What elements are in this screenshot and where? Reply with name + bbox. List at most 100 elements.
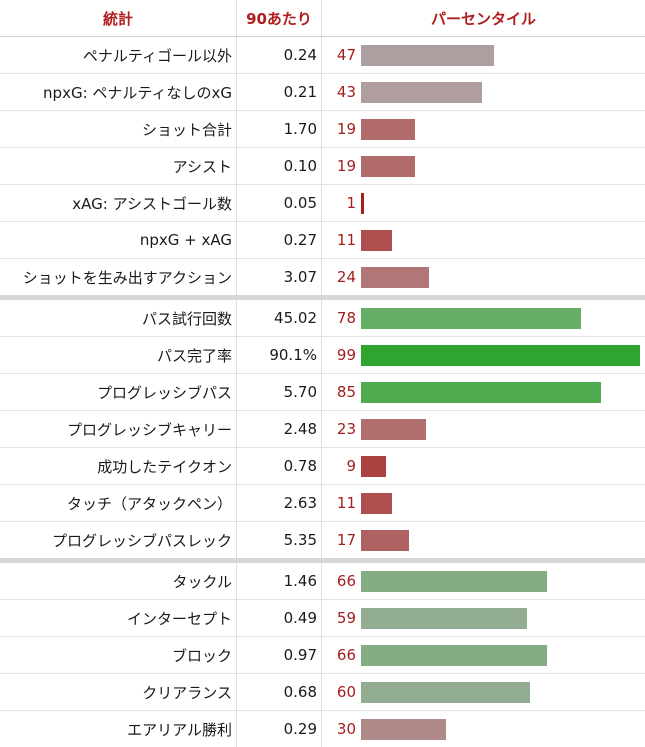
stat-label: ショットを生み出すアクション bbox=[22, 268, 232, 287]
percentile-bar bbox=[361, 382, 601, 403]
table-row: パス完了率 90.1% 99 bbox=[0, 337, 645, 374]
table-row: パス試行回数 45.02 78 bbox=[0, 300, 645, 337]
table-row: 成功したテイクオン 0.78 9 bbox=[0, 448, 645, 485]
percentile-value: 1 bbox=[346, 194, 356, 212]
per90-value: 2.48 bbox=[236, 411, 322, 447]
table-row: npxG: ペナルティなしのxG 0.21 43 bbox=[0, 74, 645, 111]
per90-value: 0.68 bbox=[236, 674, 322, 710]
percentile-value: 9 bbox=[346, 457, 356, 475]
per90-value: 2.63 bbox=[236, 485, 322, 521]
percentile-value: 60 bbox=[336, 683, 356, 701]
stat-label: エアリアル勝利 bbox=[127, 720, 232, 739]
per90-value: 0.27 bbox=[236, 222, 322, 258]
per90-value: 0.10 bbox=[236, 148, 322, 184]
table-row: ブロック 0.97 66 bbox=[0, 637, 645, 674]
percentile-value: 59 bbox=[336, 609, 356, 627]
table-row: npxG + xAG 0.27 11 bbox=[0, 222, 645, 259]
stat-label: クリアランス bbox=[142, 683, 232, 702]
table-row: エアリアル勝利 0.29 30 bbox=[0, 711, 645, 747]
percentile-bar bbox=[361, 267, 429, 288]
percentile-cell: 66 bbox=[322, 563, 645, 599]
table-row: ショットを生み出すアクション 3.07 24 bbox=[0, 259, 645, 295]
percentile-value: 66 bbox=[336, 646, 356, 664]
percentile-value: 17 bbox=[336, 531, 356, 549]
percentile-value: 66 bbox=[336, 572, 356, 590]
percentile-bar bbox=[361, 345, 640, 366]
stat-label: アシスト bbox=[172, 157, 232, 176]
percentile-bar bbox=[361, 119, 415, 140]
percentile-cell: 99 bbox=[322, 337, 645, 373]
table-row: タッチ（アタックペン） 2.63 11 bbox=[0, 485, 645, 522]
percentile-cell: 59 bbox=[322, 600, 645, 636]
table-row: プログレッシブパスレック 5.35 17 bbox=[0, 522, 645, 558]
percentile-value: 47 bbox=[336, 46, 356, 64]
percentile-value: 78 bbox=[336, 309, 356, 327]
percentile-value: 30 bbox=[336, 720, 356, 738]
percentile-cell: 66 bbox=[322, 637, 645, 673]
stat-label: パス試行回数 bbox=[141, 309, 232, 328]
percentile-value: 19 bbox=[336, 120, 356, 138]
percentile-bar bbox=[361, 530, 409, 551]
percentile-cell: 43 bbox=[322, 74, 645, 110]
per90-value: 3.07 bbox=[236, 259, 322, 295]
percentile-bar bbox=[361, 571, 547, 592]
percentile-value: 19 bbox=[336, 157, 356, 175]
percentile-value: 43 bbox=[336, 83, 356, 101]
percentile-bar bbox=[361, 608, 527, 629]
percentile-cell: 24 bbox=[322, 259, 645, 295]
table-row: プログレッシブパス 5.70 85 bbox=[0, 374, 645, 411]
stat-label: npxG: ペナルティなしのxG bbox=[43, 83, 232, 102]
table-row: xAG: アシストゴール数 0.05 1 bbox=[0, 185, 645, 222]
header-per90: 90あたり bbox=[236, 0, 322, 36]
per90-value: 0.97 bbox=[236, 637, 322, 673]
per90-value: 5.35 bbox=[236, 522, 322, 558]
stat-label: ブロック bbox=[171, 646, 232, 665]
percentile-bar bbox=[361, 645, 547, 666]
percentile-value: 11 bbox=[336, 231, 356, 249]
stat-label: 成功したテイクオン bbox=[97, 457, 232, 476]
percentile-cell: 47 bbox=[322, 37, 645, 73]
percentile-bar bbox=[361, 308, 581, 329]
percentile-cell: 17 bbox=[322, 522, 645, 558]
percentile-cell: 23 bbox=[322, 411, 645, 447]
percentile-cell: 11 bbox=[322, 222, 645, 258]
header-stat: 統計 bbox=[102, 9, 133, 28]
percentile-bar bbox=[361, 193, 364, 214]
per90-value: 1.46 bbox=[236, 563, 322, 599]
table-row: インターセプト 0.49 59 bbox=[0, 600, 645, 637]
table-header: 統計 90あたり パーセンタイル bbox=[0, 0, 645, 37]
stat-label: プログレッシブパス bbox=[96, 383, 232, 402]
percentile-bar bbox=[361, 493, 392, 514]
per90-value: 0.24 bbox=[236, 37, 322, 73]
stat-label: ショット合計 bbox=[141, 120, 232, 139]
stat-label: ペナルティゴール以外 bbox=[82, 46, 232, 65]
percentile-bar bbox=[361, 156, 415, 177]
percentile-value: 24 bbox=[336, 268, 356, 286]
percentile-cell: 60 bbox=[322, 674, 645, 710]
group-separator bbox=[0, 295, 645, 300]
percentile-value: 99 bbox=[336, 346, 356, 364]
per90-value: 0.49 bbox=[236, 600, 322, 636]
percentile-cell: 19 bbox=[322, 111, 645, 147]
percentile-cell: 11 bbox=[322, 485, 645, 521]
per90-value: 0.21 bbox=[236, 74, 322, 110]
percentile-bar bbox=[361, 230, 392, 251]
table-row: ペナルティゴール以外 0.24 47 bbox=[0, 37, 645, 74]
stat-label: タックル bbox=[172, 572, 232, 591]
per90-value: 90.1% bbox=[236, 337, 322, 373]
stat-label: パス完了率 bbox=[156, 346, 232, 365]
percentile-bar bbox=[361, 45, 494, 66]
percentile-bar bbox=[361, 82, 482, 103]
percentile-cell: 9 bbox=[322, 448, 645, 484]
per90-value: 45.02 bbox=[236, 300, 322, 336]
percentile-bar bbox=[361, 456, 386, 477]
percentile-value: 23 bbox=[336, 420, 356, 438]
group-separator bbox=[0, 558, 645, 563]
percentile-cell: 19 bbox=[322, 148, 645, 184]
header-percentile: パーセンタイル bbox=[430, 9, 536, 28]
percentile-cell: 30 bbox=[322, 711, 645, 747]
stat-label: インターセプト bbox=[126, 609, 232, 628]
table-row: アシスト 0.10 19 bbox=[0, 148, 645, 185]
percentile-bar bbox=[361, 719, 446, 740]
table-row: プログレッシブキャリー 2.48 23 bbox=[0, 411, 645, 448]
